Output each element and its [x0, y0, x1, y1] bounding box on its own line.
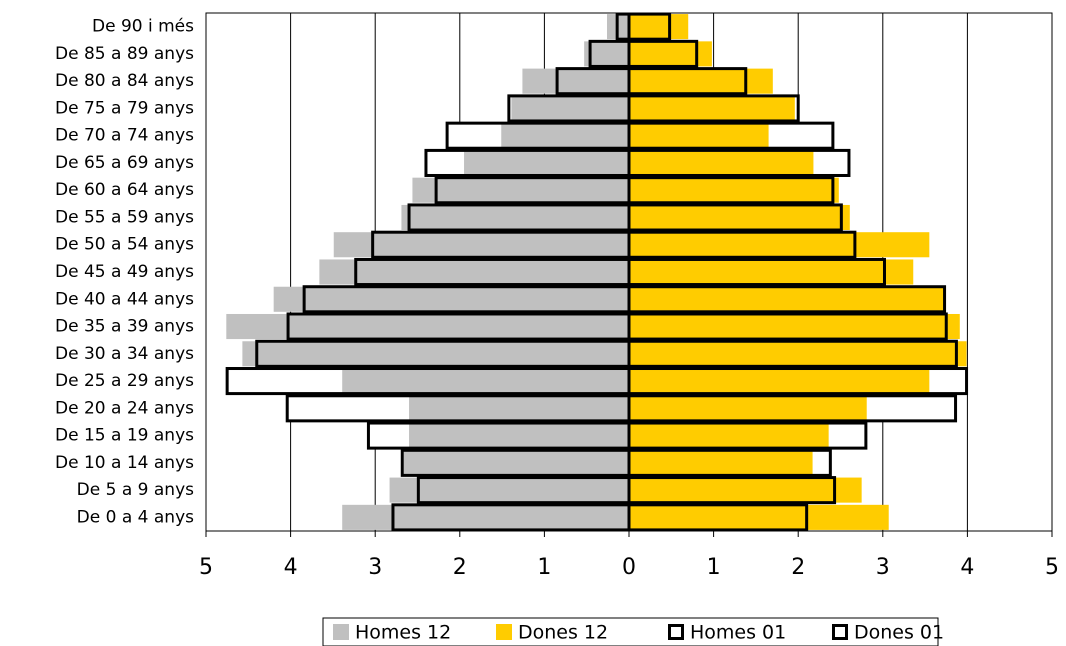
bar — [629, 341, 967, 367]
bar — [629, 450, 813, 476]
y-tick-label: De 60 a 64 anys — [55, 180, 194, 200]
legend-label: Dones 12 — [518, 622, 608, 644]
bar — [629, 395, 867, 421]
y-tick-label: De 75 a 79 anys — [55, 98, 194, 118]
x-tick-label: 2 — [453, 555, 467, 580]
y-tick-label: De 70 a 74 anys — [55, 126, 194, 146]
y-tick-label: De 90 i més — [92, 17, 194, 37]
bar — [464, 150, 629, 176]
bar — [629, 95, 795, 121]
bar — [629, 14, 689, 40]
bar — [629, 150, 814, 176]
x-tick-label: 4 — [960, 555, 974, 580]
bar — [401, 204, 629, 231]
bar — [629, 259, 914, 285]
bar — [629, 504, 889, 530]
x-tick-label: 2 — [791, 555, 805, 580]
bar — [629, 123, 769, 149]
y-tick-label: De 0 a 4 anys — [77, 507, 194, 527]
bar — [501, 123, 629, 149]
y-tick-label: De 55 a 59 anys — [55, 207, 194, 227]
x-tick-label: 3 — [876, 555, 890, 580]
bar — [629, 477, 862, 503]
legend-swatch — [333, 624, 349, 640]
x-tick-label: 1 — [537, 555, 551, 580]
bar — [629, 177, 839, 203]
y-tick-label: De 5 a 9 anys — [77, 480, 194, 500]
bar — [242, 341, 630, 367]
legend-swatch — [496, 624, 512, 640]
bar — [584, 41, 629, 67]
legend-swatch — [668, 624, 684, 640]
bar — [629, 313, 960, 340]
bar — [409, 395, 629, 421]
y-tick-label: De 65 a 69 anys — [55, 153, 194, 173]
bar — [629, 204, 850, 231]
bar — [522, 68, 629, 94]
bar — [409, 423, 629, 449]
bar — [333, 232, 629, 258]
y-tick-label: De 20 a 24 anys — [55, 398, 194, 418]
x-tick-label: 5 — [1045, 555, 1059, 580]
bar — [629, 41, 712, 67]
x-tick-label: 5 — [199, 555, 213, 580]
bar — [629, 68, 773, 94]
bar — [319, 259, 629, 285]
legend-label: Dones 01 — [854, 622, 944, 644]
x-tick-label: 1 — [707, 555, 721, 580]
y-tick-label: De 45 a 49 anys — [55, 262, 194, 282]
y-tick-label: De 30 a 34 anys — [55, 344, 194, 364]
bar — [226, 313, 629, 340]
y-tick-label: De 15 a 19 anys — [55, 426, 194, 446]
bar — [412, 177, 629, 203]
bar — [342, 368, 629, 394]
bar — [342, 504, 629, 530]
y-tick-label: De 50 a 54 anys — [55, 235, 194, 255]
x-tick-label: 4 — [284, 555, 298, 580]
bar — [629, 232, 930, 258]
y-tick-label: De 35 a 39 anys — [55, 317, 194, 337]
bar — [629, 423, 829, 449]
bar — [629, 286, 944, 312]
y-tick-label: De 10 a 14 anys — [55, 453, 194, 473]
bar — [511, 95, 629, 121]
y-tick-label: De 85 a 89 anys — [55, 44, 194, 64]
legend-swatch — [832, 624, 848, 640]
legend-label: Homes 12 — [355, 622, 451, 644]
y-tick-label: De 25 a 29 anys — [55, 371, 194, 391]
y-tick-label: De 80 a 84 anys — [55, 71, 194, 91]
y-tick-label: De 40 a 44 anys — [55, 289, 194, 309]
x-tick-label: 0 — [622, 555, 636, 580]
bar — [403, 450, 629, 476]
bar — [629, 368, 930, 394]
bar — [273, 286, 629, 312]
x-tick-label: 3 — [368, 555, 382, 580]
bar — [389, 477, 629, 503]
legend-label: Homes 01 — [690, 622, 786, 644]
